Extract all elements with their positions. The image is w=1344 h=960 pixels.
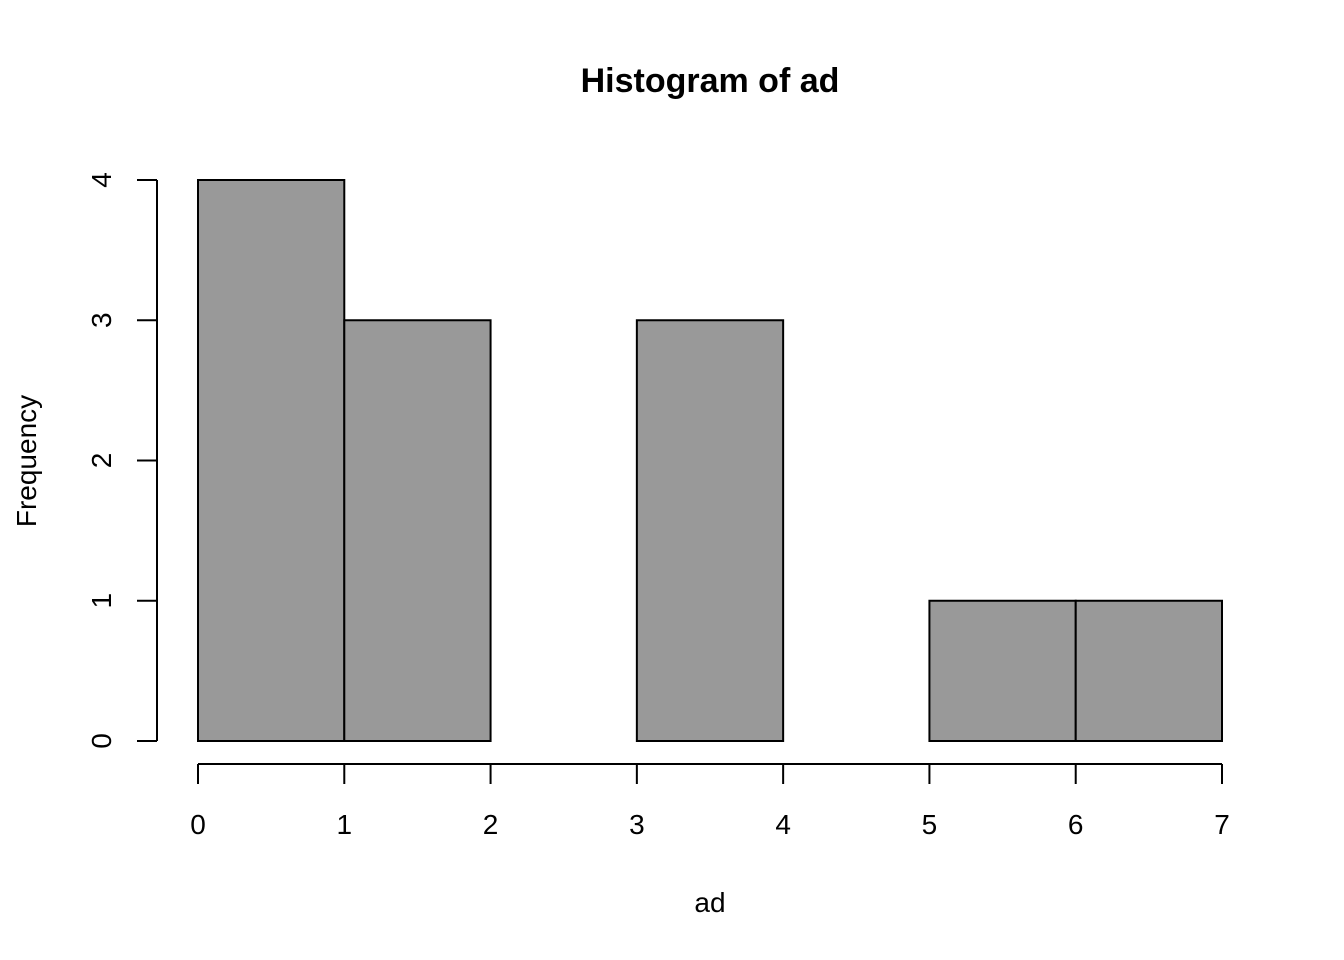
x-axis: 0 1 2 3 4 5 6 7 [190, 763, 1230, 840]
x-tick-label: 0 [190, 809, 206, 840]
y-tick-label: 3 [86, 312, 117, 328]
x-tick-label: 3 [629, 809, 645, 840]
y-tick-label: 1 [86, 593, 117, 609]
y-axis-label: Frequency [11, 395, 42, 527]
y-axis: 0 1 2 3 4 [86, 172, 158, 749]
histogram-bar [343, 319, 492, 742]
histogram-bar [197, 179, 346, 742]
bars-group [197, 179, 1223, 742]
y-tick-label: 0 [86, 733, 117, 749]
histogram-bar [1074, 599, 1223, 742]
x-axis-label: ad [694, 887, 725, 918]
x-tick-label: 5 [922, 809, 938, 840]
histogram-bar [928, 599, 1077, 742]
histogram-bar [635, 319, 785, 742]
x-tick-label: 6 [1068, 809, 1084, 840]
y-tick-label: 2 [86, 453, 117, 469]
x-tick-label: 1 [336, 809, 352, 840]
x-tick-label: 4 [775, 809, 791, 840]
x-tick-label: 2 [483, 809, 499, 840]
chart-title: Histogram of ad [581, 62, 840, 100]
y-tick-label: 4 [86, 172, 117, 188]
x-tick-label: 7 [1214, 809, 1230, 840]
